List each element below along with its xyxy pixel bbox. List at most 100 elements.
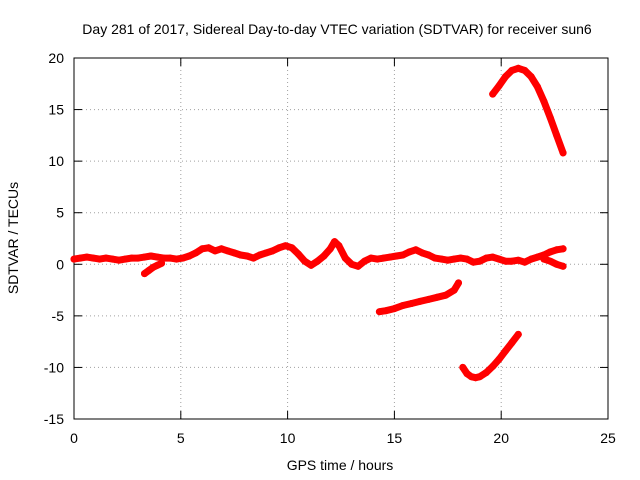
data-point: [553, 131, 561, 139]
data-point: [198, 245, 206, 253]
data-point: [459, 363, 467, 371]
ticks: [73, 57, 609, 420]
data-point: [373, 255, 381, 263]
data-point: [508, 66, 516, 74]
data-point: [102, 254, 110, 262]
data-point: [431, 254, 439, 262]
data-point: [457, 254, 465, 262]
data-point: [115, 256, 123, 264]
data-point: [508, 339, 516, 347]
data-point: [495, 82, 503, 90]
plot-frame: [73, 57, 609, 420]
y-tick-label: 15: [48, 102, 64, 118]
data-point: [559, 149, 567, 157]
data-point: [553, 246, 561, 254]
data-point: [546, 257, 554, 265]
data-point: [96, 255, 104, 263]
data-point: [224, 247, 232, 255]
data-point: [527, 73, 535, 81]
data-point: [141, 253, 148, 261]
series-high-arc-21h: [489, 64, 567, 157]
data-point: [540, 255, 548, 263]
x-tick-label: 10: [280, 430, 296, 446]
data-point: [173, 255, 180, 263]
data-point: [179, 254, 187, 262]
data-point: [408, 300, 415, 307]
data-point: [134, 254, 142, 262]
data-point: [89, 254, 97, 262]
series-group: [70, 64, 567, 382]
data-point: [514, 330, 522, 338]
data-point: [185, 252, 193, 260]
data-point: [450, 255, 458, 263]
x-tick-label: 25: [600, 430, 616, 446]
data-point: [314, 257, 321, 265]
y-tick-label: -15: [44, 411, 64, 427]
data-point: [386, 253, 394, 261]
data-point: [521, 258, 529, 266]
data-point: [437, 255, 445, 263]
data-point: [514, 64, 522, 72]
data-point: [282, 242, 289, 250]
data-point: [390, 305, 398, 313]
y-tick-label: 10: [48, 153, 64, 169]
data-point: [348, 260, 356, 268]
data-point: [444, 256, 452, 264]
data-point: [534, 253, 541, 261]
data-point: [354, 262, 362, 270]
x-tick-label: 0: [70, 430, 78, 446]
data-point: [489, 362, 497, 370]
data-point: [375, 308, 383, 316]
grid: [74, 58, 608, 419]
data-point: [243, 252, 251, 260]
data-point: [482, 254, 490, 262]
data-point: [288, 244, 296, 252]
data-point: [476, 257, 484, 265]
data-point: [502, 257, 509, 265]
data-point: [294, 250, 302, 258]
x-tick-label: 20: [493, 430, 509, 446]
data-point: [534, 83, 541, 91]
x-tick-label: 5: [177, 430, 185, 446]
data-point: [382, 307, 390, 315]
data-point: [380, 254, 388, 262]
data-point: [502, 347, 509, 355]
data-point: [540, 97, 548, 105]
data-point: [450, 286, 458, 294]
data-point: [559, 262, 567, 270]
data-point: [249, 254, 257, 262]
chart-title: Day 281 of 2017, Sidereal Day-to-day VTE…: [82, 21, 592, 37]
data-point: [211, 247, 219, 255]
data-point: [341, 254, 349, 262]
data-point: [217, 245, 225, 253]
data-point: [192, 249, 200, 257]
data-point: [521, 66, 529, 74]
data-point: [508, 257, 516, 265]
data-point: [158, 259, 166, 267]
data-point: [482, 369, 490, 377]
data-point: [262, 249, 270, 257]
data-point: [335, 242, 343, 250]
data-point: [147, 252, 155, 260]
data-point: [237, 251, 245, 259]
data-point: [301, 257, 309, 265]
data-point: [205, 244, 213, 252]
data-point: [495, 355, 503, 363]
data-point: [367, 254, 375, 262]
y-tick-label: 0: [56, 256, 64, 272]
data-point: [489, 90, 497, 98]
data-point: [70, 255, 78, 263]
y-axis-label: SDTVAR / TECUs: [5, 182, 21, 294]
data-point: [559, 245, 567, 253]
data-point: [418, 249, 426, 257]
data-point: [412, 246, 420, 254]
data-point: [416, 297, 424, 305]
tick-labels: 0 5 10 15 20 25 -15 -10 -5 0 5 10 15 20: [44, 50, 616, 446]
data-point: [83, 253, 91, 261]
y-tick-label: 20: [48, 50, 64, 66]
data-point: [495, 255, 503, 263]
data-point: [433, 293, 441, 301]
data-point: [476, 373, 484, 381]
data-point: [307, 261, 315, 269]
data-point: [361, 257, 368, 265]
